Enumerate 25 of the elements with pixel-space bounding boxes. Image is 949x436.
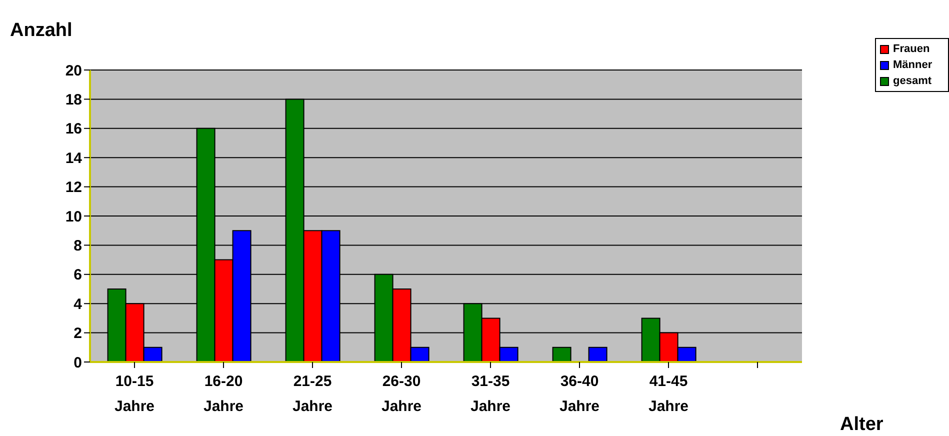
x-tick-label: 31-35 Jahre [470,373,511,415]
y-tick-label: 6 [74,266,82,284]
x-tick-label: 26-30 Jahre [381,373,422,415]
y-tick-label: 14 [65,150,83,167]
bar [588,346,608,362]
y-tick-label: 16 [65,120,82,138]
y-axis-title: Anzahl [10,20,72,42]
y-tick-label: 2 [74,325,82,342]
y-tick-label: 0 [74,354,82,372]
y-tick-label: 20 [65,62,82,80]
legend-label: Männer [893,58,932,73]
bar [552,346,572,362]
y-tick-label: 4 [74,296,83,313]
x-tick-label: 36-40 Jahre [559,373,600,415]
x-tick-label: 16-20 Jahre [203,373,244,415]
y-tick-label: 12 [65,179,82,196]
x-axis-title: Alter [840,414,884,436]
x-tick-label: 21-25 Jahre [292,373,333,415]
legend-label: Frauen [893,42,930,57]
y-tick-label: 10 [65,208,82,226]
y-tick-label: 18 [65,92,82,109]
legend-label: gesamt [893,74,932,89]
x-tick-label: 41-45 Jahre [648,373,689,415]
x-tick-label: 10-15 Jahre [114,373,155,415]
y-tick-label: 8 [74,238,82,255]
